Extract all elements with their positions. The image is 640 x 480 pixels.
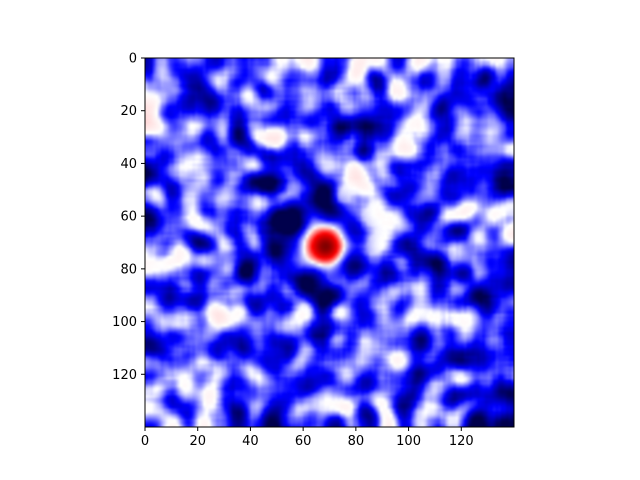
y-tick-label: 20 <box>120 104 137 119</box>
y-tick-label: 80 <box>120 262 137 277</box>
heatmap-image <box>145 58 514 427</box>
plot-frame <box>144 57 515 428</box>
x-tick-label: 40 <box>242 434 259 449</box>
y-tick-label: 0 <box>129 52 137 67</box>
x-tick-label: 60 <box>295 434 312 449</box>
plot-area: 0 20 40 60 80 100 120 0 20 40 60 80 100 120 <box>112 52 515 449</box>
y-tick-label: 60 <box>120 210 137 225</box>
x-tick-label: 80 <box>348 434 365 449</box>
y-tick-label: 100 <box>112 315 137 330</box>
y-tick-label: 120 <box>112 368 137 383</box>
x-tick-label: 20 <box>189 434 206 449</box>
x-tick-label: 120 <box>449 434 474 449</box>
x-tick-label: 100 <box>396 434 421 449</box>
y-tick-label: 40 <box>120 157 137 172</box>
x-tick-label: 0 <box>141 434 149 449</box>
